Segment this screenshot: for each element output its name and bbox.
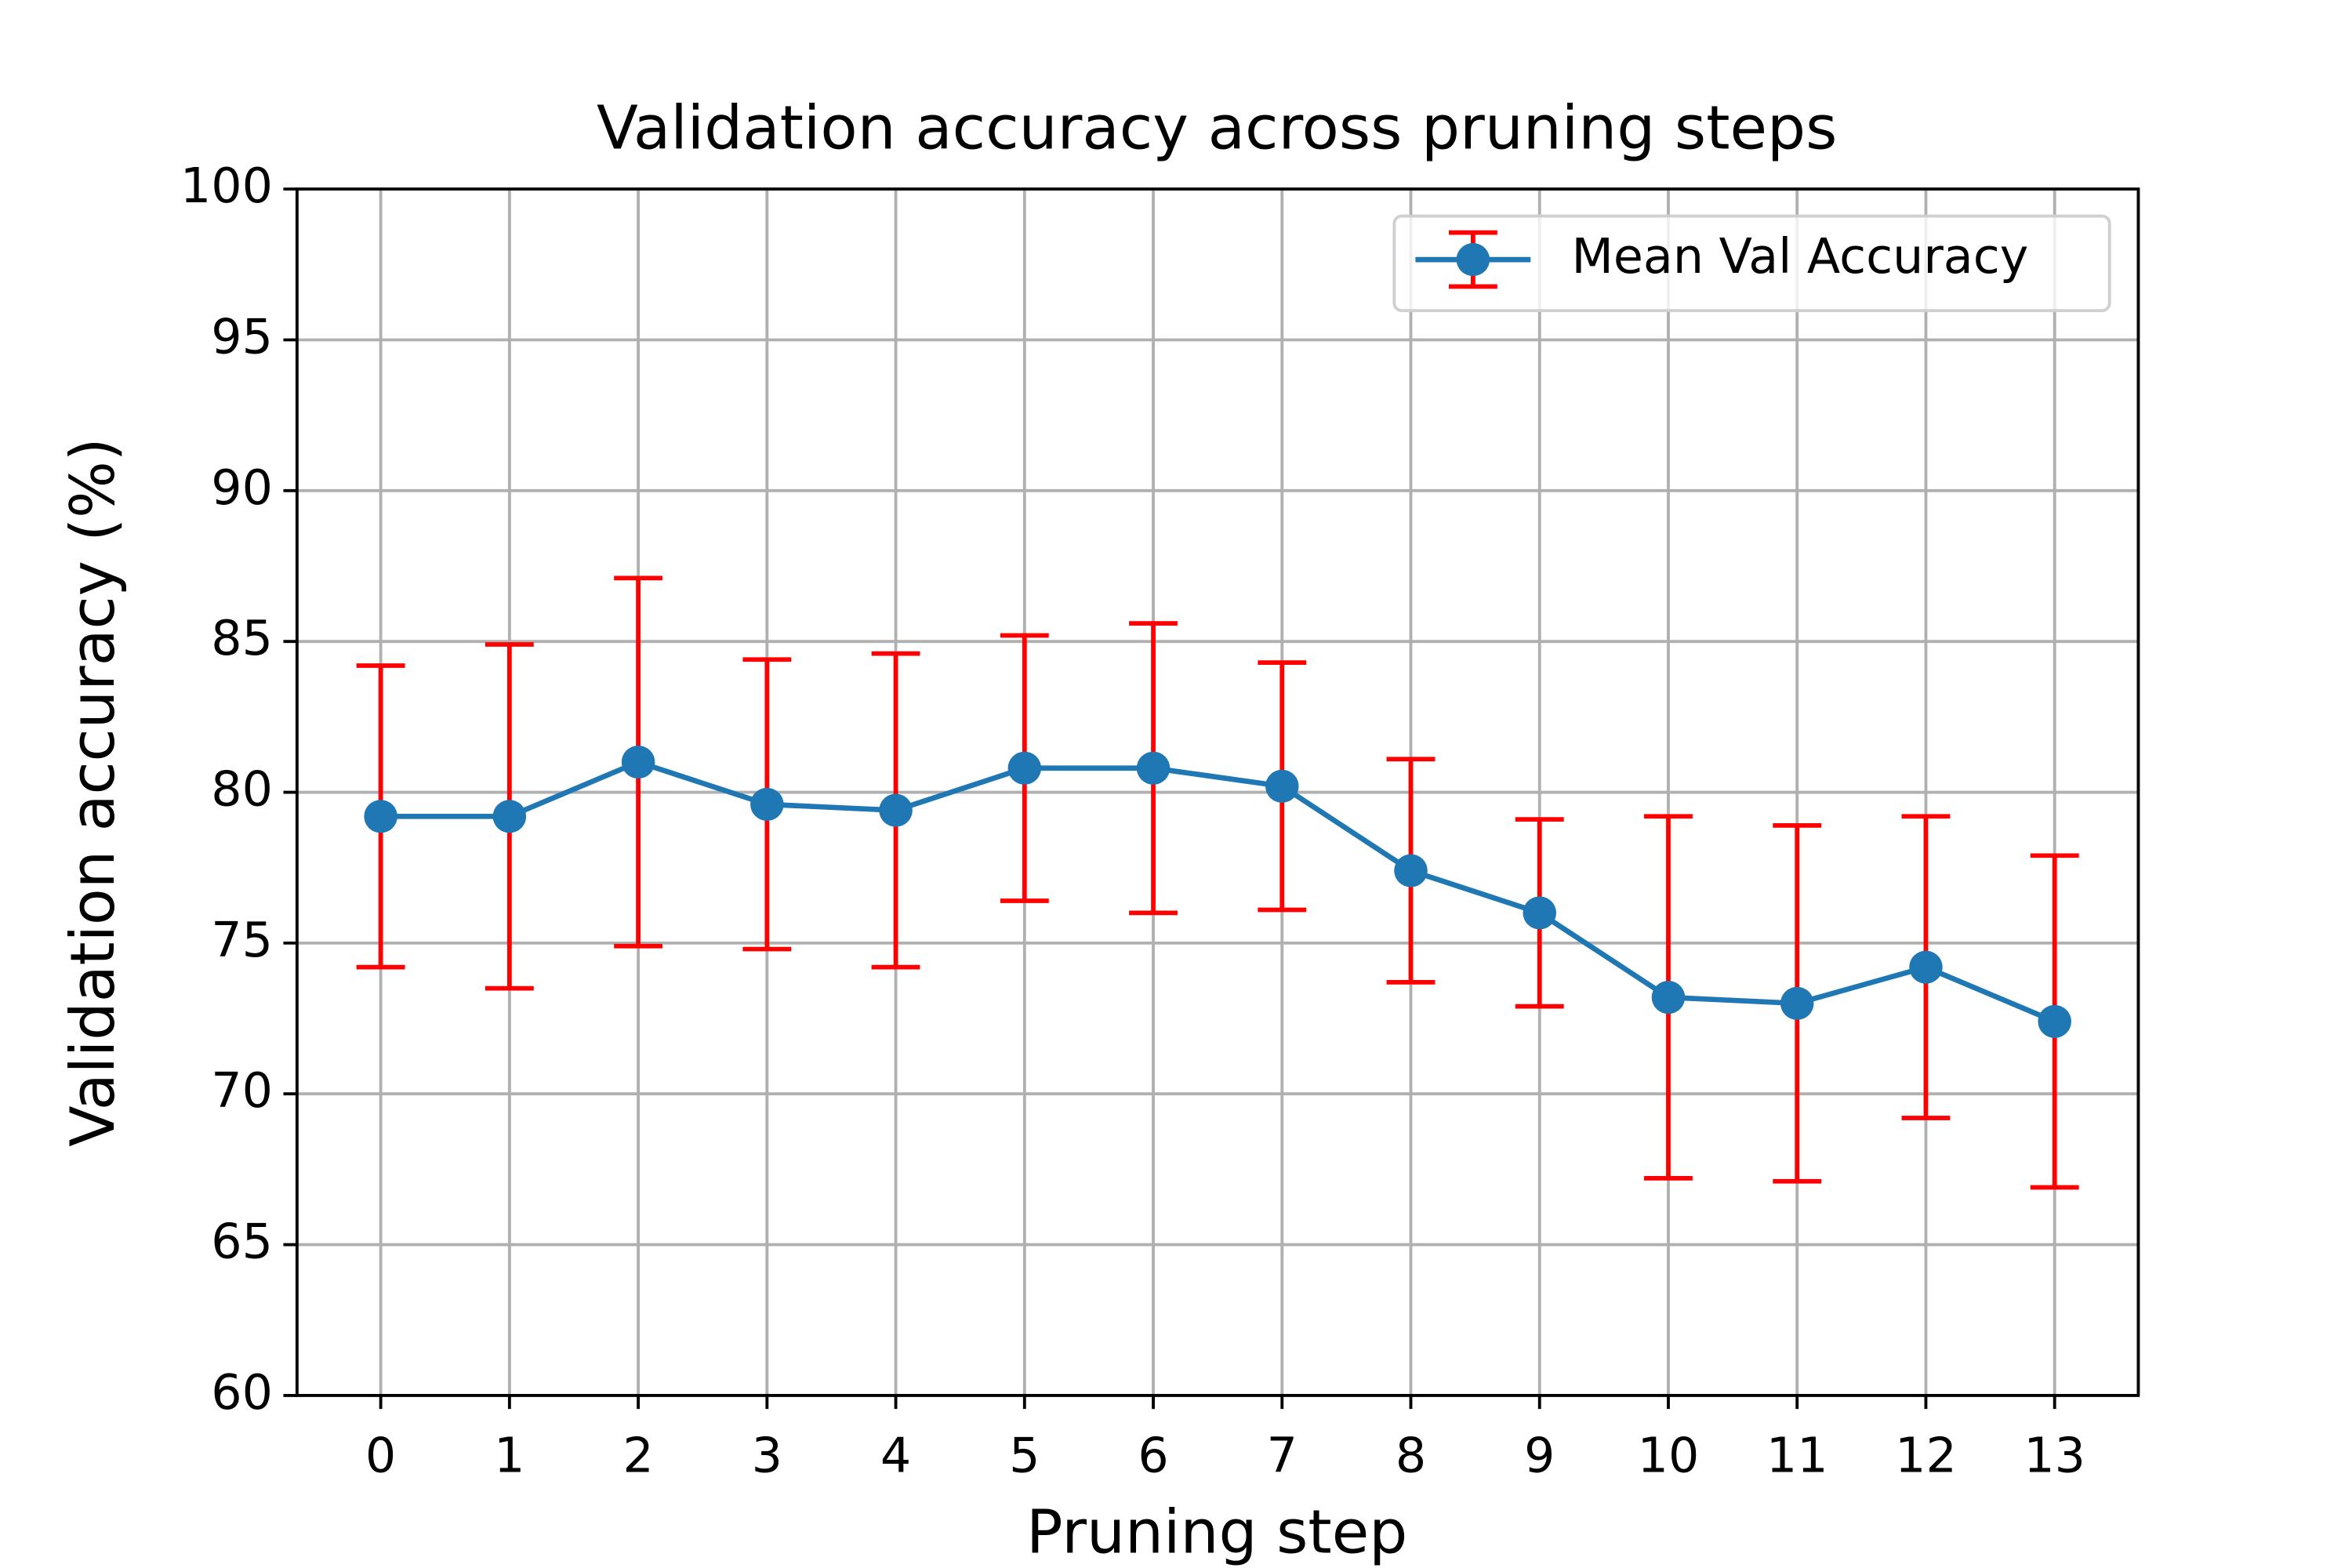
legend-box xyxy=(1392,214,2111,313)
y-tick-label: 85 xyxy=(211,610,273,666)
y-tick-label: 65 xyxy=(211,1214,273,1270)
x-tick-label: 12 xyxy=(1895,1428,1957,1484)
data-point xyxy=(2038,1004,2071,1038)
data-point xyxy=(1394,854,1428,887)
data-point xyxy=(1909,950,1943,984)
x-tick-label: 6 xyxy=(1138,1428,1168,1484)
y-axis-label: Validation accuracy (%) xyxy=(58,437,128,1146)
x-tick-label: 2 xyxy=(622,1428,653,1484)
y-tick-label: 80 xyxy=(211,761,273,818)
data-point xyxy=(1780,986,1814,1020)
data-point xyxy=(364,800,397,833)
chart-title: Validation accuracy across pruning steps xyxy=(597,94,1837,164)
x-tick-label: 1 xyxy=(494,1428,524,1484)
y-tick-label: 60 xyxy=(211,1364,273,1421)
data-point xyxy=(750,787,784,821)
data-point xyxy=(1265,769,1299,803)
legend-marker xyxy=(1456,243,1490,277)
y-tick-label: 70 xyxy=(211,1062,273,1119)
y-tick-label: 75 xyxy=(211,912,273,968)
data-point xyxy=(879,793,913,827)
x-tick-label: 3 xyxy=(752,1428,782,1484)
plot-frame xyxy=(295,187,2140,1397)
y-tick-label: 100 xyxy=(180,158,273,214)
x-axis-label: Pruning step xyxy=(1026,1498,1407,1568)
x-tick-label: 7 xyxy=(1267,1428,1298,1484)
x-tick-label: 0 xyxy=(365,1428,396,1484)
x-tick-label: 9 xyxy=(1524,1428,1555,1484)
x-tick-label: 10 xyxy=(1638,1428,1700,1484)
x-tick-label: 11 xyxy=(1766,1428,1828,1484)
data-point xyxy=(1523,896,1557,930)
data-point xyxy=(492,800,527,833)
x-tick-label: 4 xyxy=(880,1428,911,1484)
data-point xyxy=(1136,751,1171,785)
x-tick-label: 8 xyxy=(1396,1428,1426,1484)
legend-label: Mean Val Accuracy xyxy=(1572,228,2029,285)
data-line xyxy=(380,759,2056,1024)
data-point xyxy=(621,746,655,779)
x-tick-label: 5 xyxy=(1009,1428,1040,1484)
data-point xyxy=(1007,751,1042,785)
y-tick-label: 95 xyxy=(211,309,273,365)
y-tick-label: 90 xyxy=(211,459,273,516)
x-tick-label: 13 xyxy=(2024,1428,2085,1484)
data-point xyxy=(1651,981,1686,1014)
